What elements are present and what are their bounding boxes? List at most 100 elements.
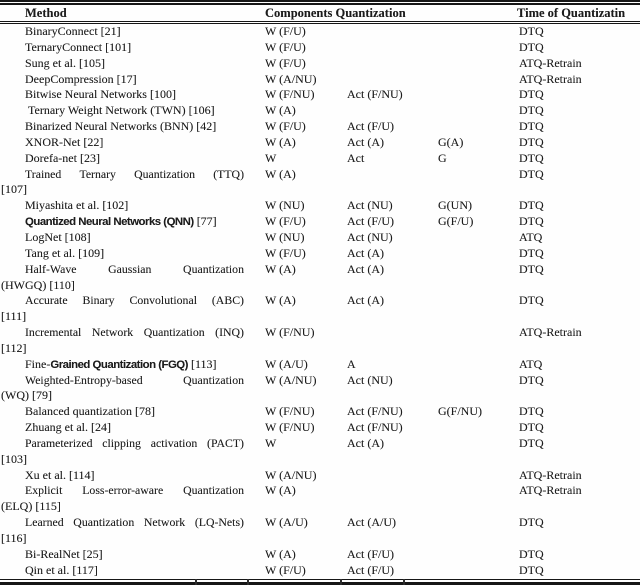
time-of-quantization-cell: ATQ (519, 356, 543, 371)
table-row: Miyashita et al. [102] W (NU) Act (NU) G(UN… (0, 198, 640, 214)
method-name-segment: DeepCompression [17] (25, 71, 137, 86)
weights-quantization-cell: W (A) (265, 293, 296, 308)
method-cell: Half-Wave Gaussian Quantization (HWGQ) [110… (0, 262, 244, 294)
time-of-quantization-cell: ATQ (519, 229, 543, 244)
method-name-word: Half-Wave (25, 261, 77, 276)
weights-quantization-cell: W (A) (265, 166, 296, 181)
table-header: Method Components Quantization Time of Q… (0, 5, 640, 21)
weights-quantization-cell: W (F/NU) (265, 420, 315, 435)
weights-quantization-cell: W (265, 150, 277, 165)
method-cell: Xu et al. [114] (0, 468, 240, 484)
activations-quantization-cell: Act (A) (347, 435, 384, 450)
table-row: Binarized Neural Networks (BNN) [42] W (F… (0, 119, 640, 135)
method-name-continuation: [103] (1, 451, 27, 466)
table-row: Quantized Neural Networks (QNN) [77] W (F… (0, 214, 640, 230)
method-cell: XNOR-Net [22] (0, 135, 240, 151)
method-name-word: Quantization (143, 325, 205, 340)
time-of-quantization-cell: DTQ (519, 24, 544, 38)
method-name-line: TernaryConnect [101] (0, 40, 240, 56)
gradients-quantization-cell: G(F/U) (438, 214, 474, 229)
method-cell: Weighted-Entropy-based Quantization (WQ) [… (0, 373, 244, 405)
weights-quantization-cell: W (F/U) (265, 39, 306, 54)
method-name-segment: Balanced quantization [78] (25, 404, 155, 419)
method-name-line: Learned Quantization Network (LQ-Nets) (0, 515, 244, 531)
weights-quantization-cell: W (A) (265, 483, 296, 498)
method-cell: Sung et al. [105] (0, 56, 240, 72)
table-row: Trained Ternary Quantization (TTQ) [107] W (A… (0, 167, 640, 199)
activations-quantization-cell: A (347, 356, 356, 371)
method-name-word: Explicit (25, 483, 63, 498)
activations-quantization-cell: Act (A) (347, 293, 384, 308)
method-name-line: Sung et al. [105] (0, 56, 240, 72)
header-rule-upper (0, 21, 640, 23)
method-name-line: Miyashita et al. [102] (0, 198, 240, 214)
activations-quantization-cell: Act (F/NU) (347, 404, 403, 419)
time-of-quantization-cell: DTQ (519, 515, 544, 530)
method-name-segment: Qin et al. [117] (25, 562, 98, 577)
method-name-word: Quantization (73, 515, 135, 530)
method-name-segment: BinaryConnect [21] (25, 24, 121, 38)
table-row: Accurate Binary Convolutional (ABC) [111] W (… (0, 293, 640, 325)
method-name-segment: Quantized Neural Networks (QNN) (25, 216, 194, 229)
method-name-line: Qin et al. [117] (0, 563, 240, 579)
method-name-line: Binarized Neural Networks (BNN) [42] (0, 119, 240, 135)
scan-artifact-tick (247, 579, 249, 585)
activations-quantization-cell: Act (A) (347, 134, 384, 149)
method-cell: Bitwise Neural Networks [100] (0, 87, 240, 103)
bottom-rule-thick (0, 582, 640, 585)
scan-artifact-tick (403, 579, 405, 585)
method-cell: LogNet [108] (0, 230, 240, 246)
activations-quantization-cell: Act (NU) (347, 198, 393, 213)
method-name-line: Half-Wave Gaussian Quantization (0, 262, 244, 278)
method-cell: Ternary Weight Network (TWN) [106] (0, 103, 240, 119)
method-name-line: Bitwise Neural Networks [100] (0, 87, 240, 103)
method-name-segment: Bi-RealNet [25] (25, 546, 103, 561)
method-name-continuation: (HWGQ) [110] (1, 277, 75, 292)
method-cell: Learned Quantization Network (LQ-Nets) [116] (0, 515, 244, 547)
table-row: Zhuang et al. [24] W (F/NU) Act (F/NU) DTQ (0, 420, 640, 436)
table-row: DeepCompression [17] W (A/NU) ATQ-Retrain (0, 72, 640, 88)
method-name-segment: Fine- (25, 356, 51, 371)
method-name-line: BinaryConnect [21] (0, 24, 240, 40)
weights-quantization-cell: W (A/NU) (265, 467, 317, 482)
table-row: Parameterized clipping activation (PACT) [10… (0, 436, 640, 468)
time-of-quantization-cell: DTQ (519, 261, 544, 276)
time-of-quantization-cell: DTQ (519, 372, 544, 387)
method-name-segment: Dorefa-net [23] (25, 150, 100, 165)
method-name-word: Binary (82, 293, 115, 308)
weights-quantization-cell: W (A) (265, 261, 296, 276)
table-row: Explicit Loss-error-aware Quantization (ELQ… (0, 483, 640, 515)
method-name-word: Convolutional (129, 293, 197, 308)
weights-quantization-cell: W (NU) (265, 229, 305, 244)
method-cell: DeepCompression [17] (0, 72, 240, 88)
method-name-word: Gaussian (108, 261, 152, 276)
weights-quantization-cell: W (A) (265, 546, 296, 561)
time-of-quantization-cell: DTQ (519, 150, 544, 165)
table-row: Bitwise Neural Networks [100] W (F/NU) Act… (0, 87, 640, 103)
weights-quantization-cell: W (NU) (265, 198, 305, 213)
method-name-word: Parameterized (25, 435, 93, 450)
time-of-quantization-cell: ATQ-Retrain (519, 467, 582, 482)
method-name-segment: [113] (187, 356, 217, 371)
method-cell: Zhuang et al. [24] (0, 420, 240, 436)
method-name-segment: Miyashita et al. [102] (25, 198, 129, 213)
method-name-word: (INQ) (215, 325, 244, 340)
method-name-line: DeepCompression [17] (0, 72, 240, 88)
method-name-word: Quantization (183, 483, 244, 498)
time-of-quantization-cell: DTQ (519, 166, 544, 181)
method-cell: Incremental Network Quantization (INQ) [112] (0, 325, 244, 357)
time-of-quantization-cell: ATQ-Retrain (519, 71, 582, 86)
time-of-quantization-cell: DTQ (519, 562, 544, 577)
weights-quantization-cell: W (A/U) (265, 515, 308, 530)
table-row: Weighted-Entropy-based Quantization (WQ) [… (0, 373, 640, 405)
gradients-quantization-cell: G(F/NU) (438, 404, 482, 419)
method-name-line: Explicit Loss-error-aware Quantization (0, 483, 244, 499)
method-name-continuation: (WQ) [79] (1, 388, 52, 403)
gradients-quantization-cell: G(UN) (438, 198, 472, 213)
time-of-quantization-cell: DTQ (519, 39, 544, 54)
method-name-word: (PACT) (207, 435, 244, 450)
activations-quantization-cell: Act (F/U) (347, 546, 394, 561)
method-name-segment: Zhuang et al. [24] (25, 420, 111, 435)
method-name-word: Loss-error-aware (82, 483, 164, 498)
method-name-line: Accurate Binary Convolutional (ABC) (0, 293, 244, 309)
